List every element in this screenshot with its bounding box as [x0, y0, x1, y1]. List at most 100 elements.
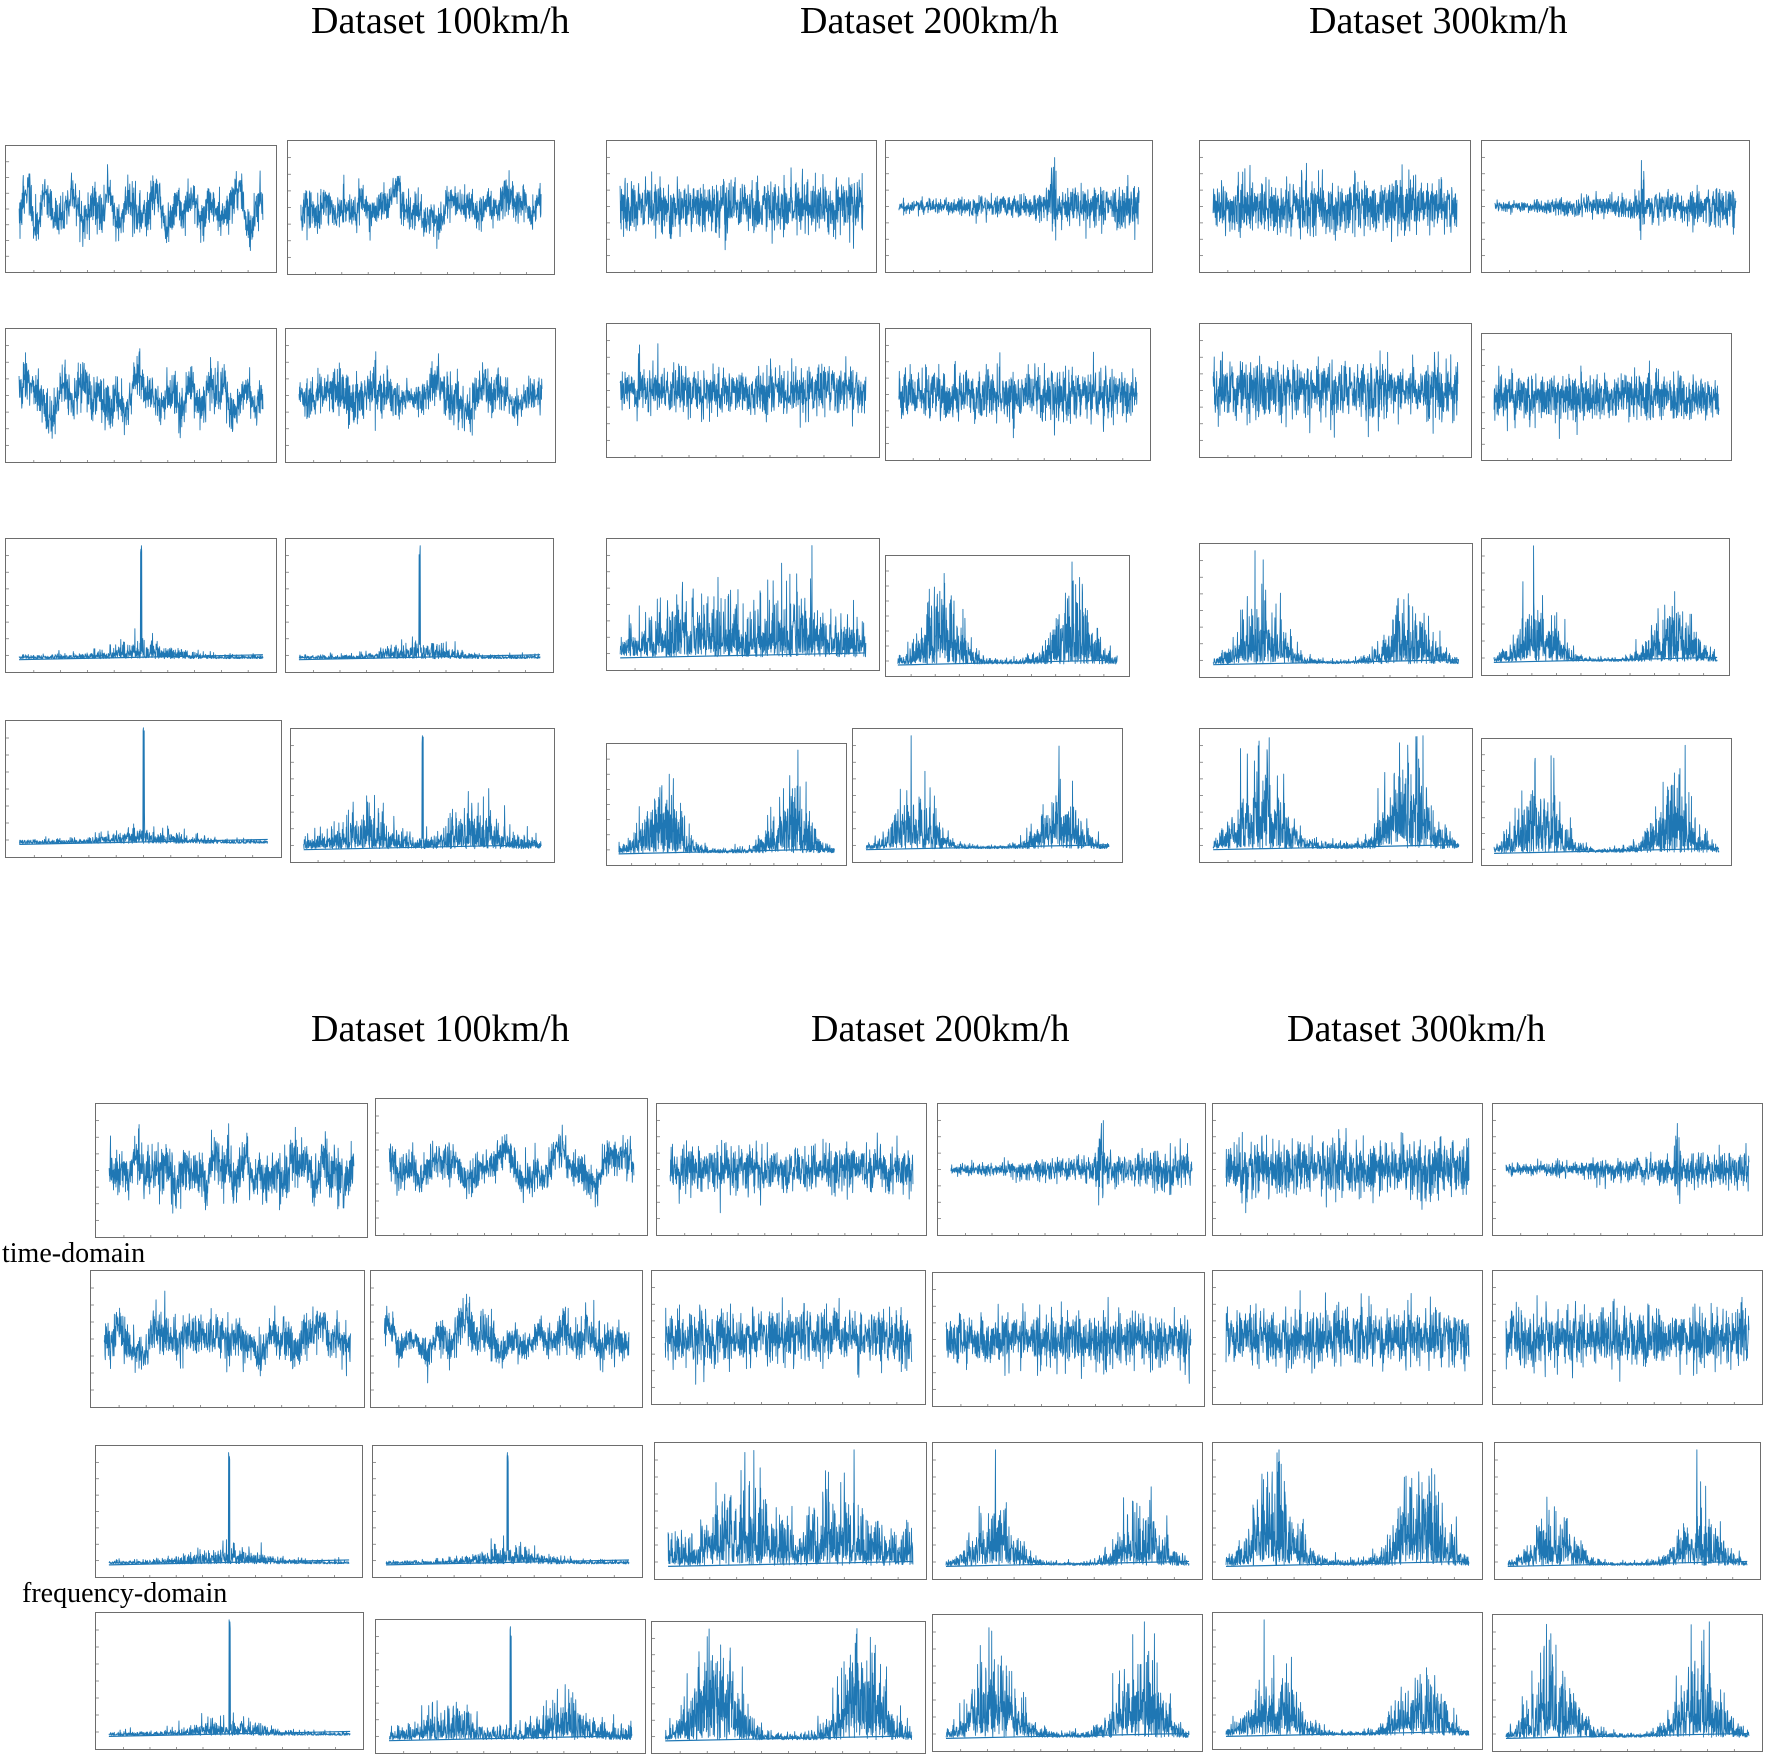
panel-plot [1493, 1119, 1750, 1235]
axis-ticks [1495, 1459, 1734, 1579]
bottom-panel-r2-c4-frequency [1212, 1442, 1483, 1580]
top-panel-r2-c2-frequency [606, 538, 880, 671]
bottom-panel-r1-c3-time [932, 1272, 1205, 1407]
axis-ticks [1493, 1287, 1735, 1404]
axis-ticks [607, 758, 822, 865]
series-baseline [668, 1560, 913, 1567]
bottom-panel-r1-c5-time [1492, 1270, 1763, 1405]
top-panel-r3-c4-frequency [1199, 728, 1473, 863]
top-panel-r3-c5-frequency [1481, 738, 1732, 866]
bottom-panel-r3-c0-frequency [95, 1612, 364, 1750]
series-line [108, 1123, 355, 1214]
series-line [619, 545, 867, 658]
panel-plot [1482, 156, 1737, 272]
bottom-panel-r3-c2-frequency [651, 1621, 926, 1754]
top-panel-r1-c5-time [1481, 333, 1732, 461]
axis-ticks [933, 1459, 1175, 1579]
series-line [950, 1120, 1193, 1206]
panel-plot [376, 1626, 633, 1753]
panel-plot [1200, 735, 1460, 862]
top-panel-r1-c1-time [285, 328, 556, 463]
axis-ticks [607, 340, 852, 457]
axis-ticks [652, 1287, 898, 1404]
panel-plot [1213, 1449, 1470, 1579]
axis-ticks [1213, 1459, 1455, 1579]
panel-plot [371, 1287, 630, 1407]
series-line [1505, 1295, 1750, 1382]
panel-plot [886, 344, 1138, 460]
panel-plot [652, 1628, 913, 1753]
axis-ticks [1213, 1629, 1455, 1749]
top-panel-r0-c5-time [1481, 140, 1750, 273]
series-line [1225, 1619, 1470, 1736]
series-line [300, 170, 542, 249]
panel-plot [291, 735, 542, 862]
top-panel-r3-c2-frequency [606, 743, 847, 866]
series-line [898, 351, 1138, 439]
axis-ticks [1200, 340, 1444, 457]
axis-ticks [1213, 1119, 1455, 1235]
bottom-title-100: Dataset 100km/h [311, 1008, 570, 1050]
top-panel-r2-c4-frequency [1199, 543, 1473, 678]
series-line [945, 1449, 1190, 1566]
axis-ticks [96, 1629, 336, 1749]
panel-plot [1213, 1287, 1470, 1404]
top-panel-r1-c3-time [885, 328, 1151, 461]
axis-ticks [371, 1287, 615, 1407]
panel-plot [607, 340, 867, 457]
top-panel-r0-c2-time [606, 140, 877, 273]
series-line [1505, 1122, 1750, 1205]
bottom-panel-r1-c1-time [370, 1270, 643, 1408]
axis-ticks [1493, 1119, 1735, 1235]
row-label-frequency-domain: frequency-domain [22, 1578, 228, 1609]
axis-ticks [96, 1120, 340, 1237]
panel-plot [607, 545, 867, 670]
panel-plot [1200, 340, 1459, 457]
bottom-title-200: Dataset 200km/h [811, 1008, 1070, 1050]
panel-plot [1482, 744, 1720, 865]
axis-ticks [286, 555, 526, 672]
panel-plot [655, 1449, 914, 1579]
axis-ticks [933, 1289, 1177, 1406]
series-line [383, 1293, 630, 1384]
series-line [108, 1452, 350, 1565]
top-panel-r2-c1-frequency [285, 538, 554, 673]
series-line [1493, 360, 1720, 439]
series-line [385, 1452, 630, 1565]
axis-ticks [886, 156, 1125, 272]
bottom-panel-r3-c3-frequency [932, 1614, 1203, 1752]
series-line [664, 1297, 913, 1385]
axis-ticks [886, 344, 1124, 460]
top-panel-r2-c5-frequency [1481, 538, 1730, 676]
axis-ticks [853, 745, 1095, 862]
top-panel-r1-c0-time [5, 328, 277, 463]
panel-plot [91, 1287, 352, 1407]
axis-ticks [6, 555, 249, 672]
axis-ticks [1200, 560, 1445, 677]
series-baseline [298, 654, 541, 661]
panel-plot [1493, 1621, 1750, 1751]
top-panel-r0-c3-time [885, 140, 1153, 273]
series-line [1505, 1621, 1750, 1738]
series-line [1212, 350, 1459, 438]
panel-plot [886, 561, 1118, 676]
top-panel-r0-c0-time [5, 145, 277, 273]
series-line [618, 749, 835, 854]
panel-plot [6, 161, 264, 272]
axis-ticks [1200, 156, 1443, 272]
axis-ticks [376, 1115, 620, 1235]
series-line [667, 1449, 914, 1566]
series-line [1212, 735, 1460, 850]
axis-ticks [607, 554, 852, 670]
series-line [18, 727, 269, 844]
bottom-panel-r2-c5-frequency [1494, 1442, 1761, 1580]
axis-ticks [1482, 555, 1705, 675]
panel-plot [938, 1119, 1193, 1235]
panel-plot [96, 1619, 351, 1749]
panel-plot [96, 1452, 350, 1577]
bottom-panel-r2-c2-frequency [654, 1442, 927, 1580]
series-line [945, 1296, 1192, 1384]
series-baseline [386, 1559, 629, 1566]
bottom-panel-r0-c4-time [1212, 1103, 1483, 1236]
panel-plot [657, 1119, 914, 1235]
